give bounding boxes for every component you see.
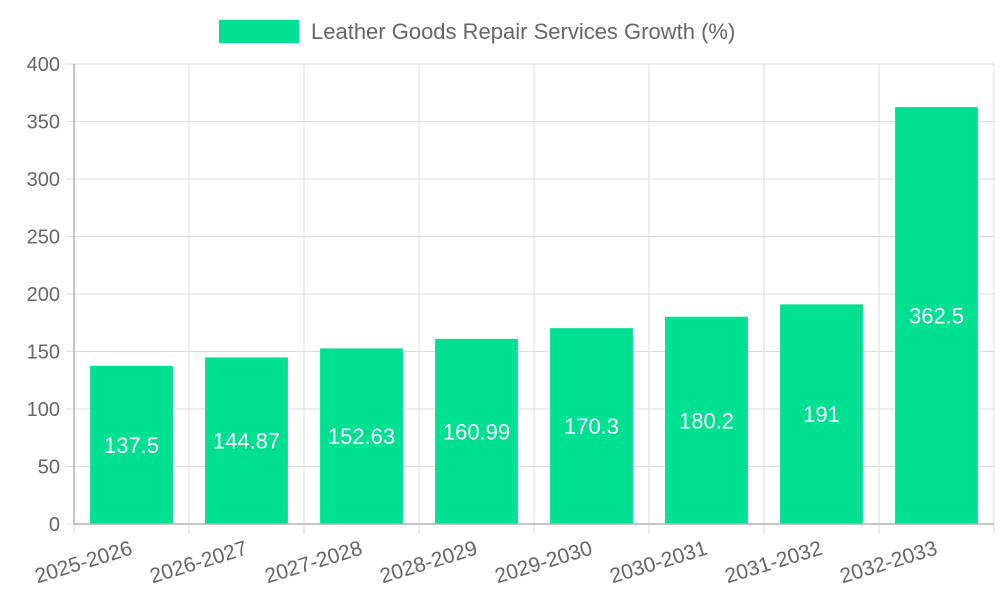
bar-value-label: 152.63 (328, 424, 395, 449)
bar-layer (90, 107, 978, 524)
x-tick-label: 2025-2026 (32, 537, 135, 588)
grid-layer (66, 63, 995, 534)
bar[interactable] (320, 348, 403, 524)
x-tick-label: 2027-2028 (262, 537, 365, 588)
bar[interactable] (550, 328, 633, 524)
x-tick-label: 2026-2027 (147, 537, 250, 588)
y-tick-label: 300 (27, 169, 60, 191)
bar[interactable] (90, 365, 173, 524)
bar-value-label: 362.5 (909, 304, 964, 329)
label-layer: 137.5 144.87 152.63 160.99 170.3 180.2 191 362.… (104, 304, 964, 458)
y-tick-label: 150 (27, 342, 60, 364)
y-tick-label: 0 (49, 514, 60, 536)
y-tick-label: 250 (27, 227, 60, 249)
bar-value-label: 160.99 (443, 419, 510, 444)
y-tick-label: 350 (27, 112, 60, 134)
y-tick-label: 100 (27, 399, 60, 421)
bar[interactable] (205, 357, 288, 524)
legend-label[interactable]: Leather Goods Repair Services Growth (%) (311, 19, 735, 44)
bar[interactable] (665, 316, 748, 524)
bar-value-label: 180.2 (679, 408, 734, 433)
bar-value-label: 170.3 (564, 414, 619, 439)
x-tick-label: 2032-2033 (837, 537, 940, 588)
bar-value-label: 144.87 (213, 429, 280, 454)
bar[interactable] (780, 304, 863, 524)
bar[interactable] (895, 107, 978, 524)
x-tick-label: 2031-2032 (722, 537, 825, 588)
y-tick-label: 50 (38, 457, 60, 479)
x-tick-label: 2029-2030 (492, 537, 595, 588)
y-tick-label: 400 (27, 54, 60, 76)
x-tick-label: 2028-2029 (377, 537, 480, 588)
bar[interactable] (435, 338, 518, 524)
bar-value-label: 137.5 (104, 433, 159, 458)
legend[interactable]: Leather Goods Repair Services Growth (%) (219, 19, 735, 44)
x-tick-label: 2030-2031 (607, 537, 710, 588)
bar-value-label: 191 (803, 402, 840, 427)
y-tick-label: 200 (27, 284, 60, 306)
legend-swatch[interactable] (219, 20, 299, 43)
